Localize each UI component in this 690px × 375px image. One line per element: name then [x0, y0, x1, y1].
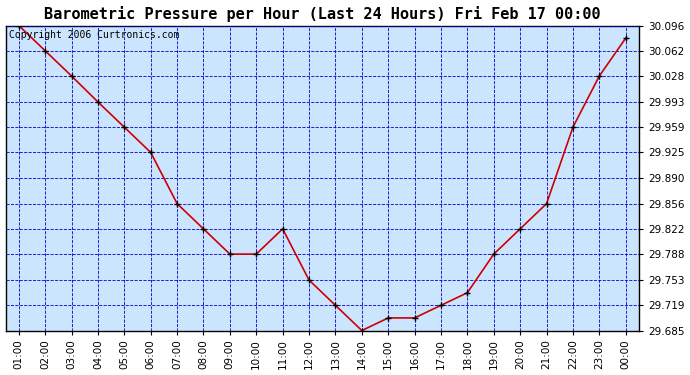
Text: Copyright 2006 Curtronics.com: Copyright 2006 Curtronics.com: [9, 30, 179, 40]
Title: Barometric Pressure per Hour (Last 24 Hours) Fri Feb 17 00:00: Barometric Pressure per Hour (Last 24 Ho…: [44, 6, 600, 21]
